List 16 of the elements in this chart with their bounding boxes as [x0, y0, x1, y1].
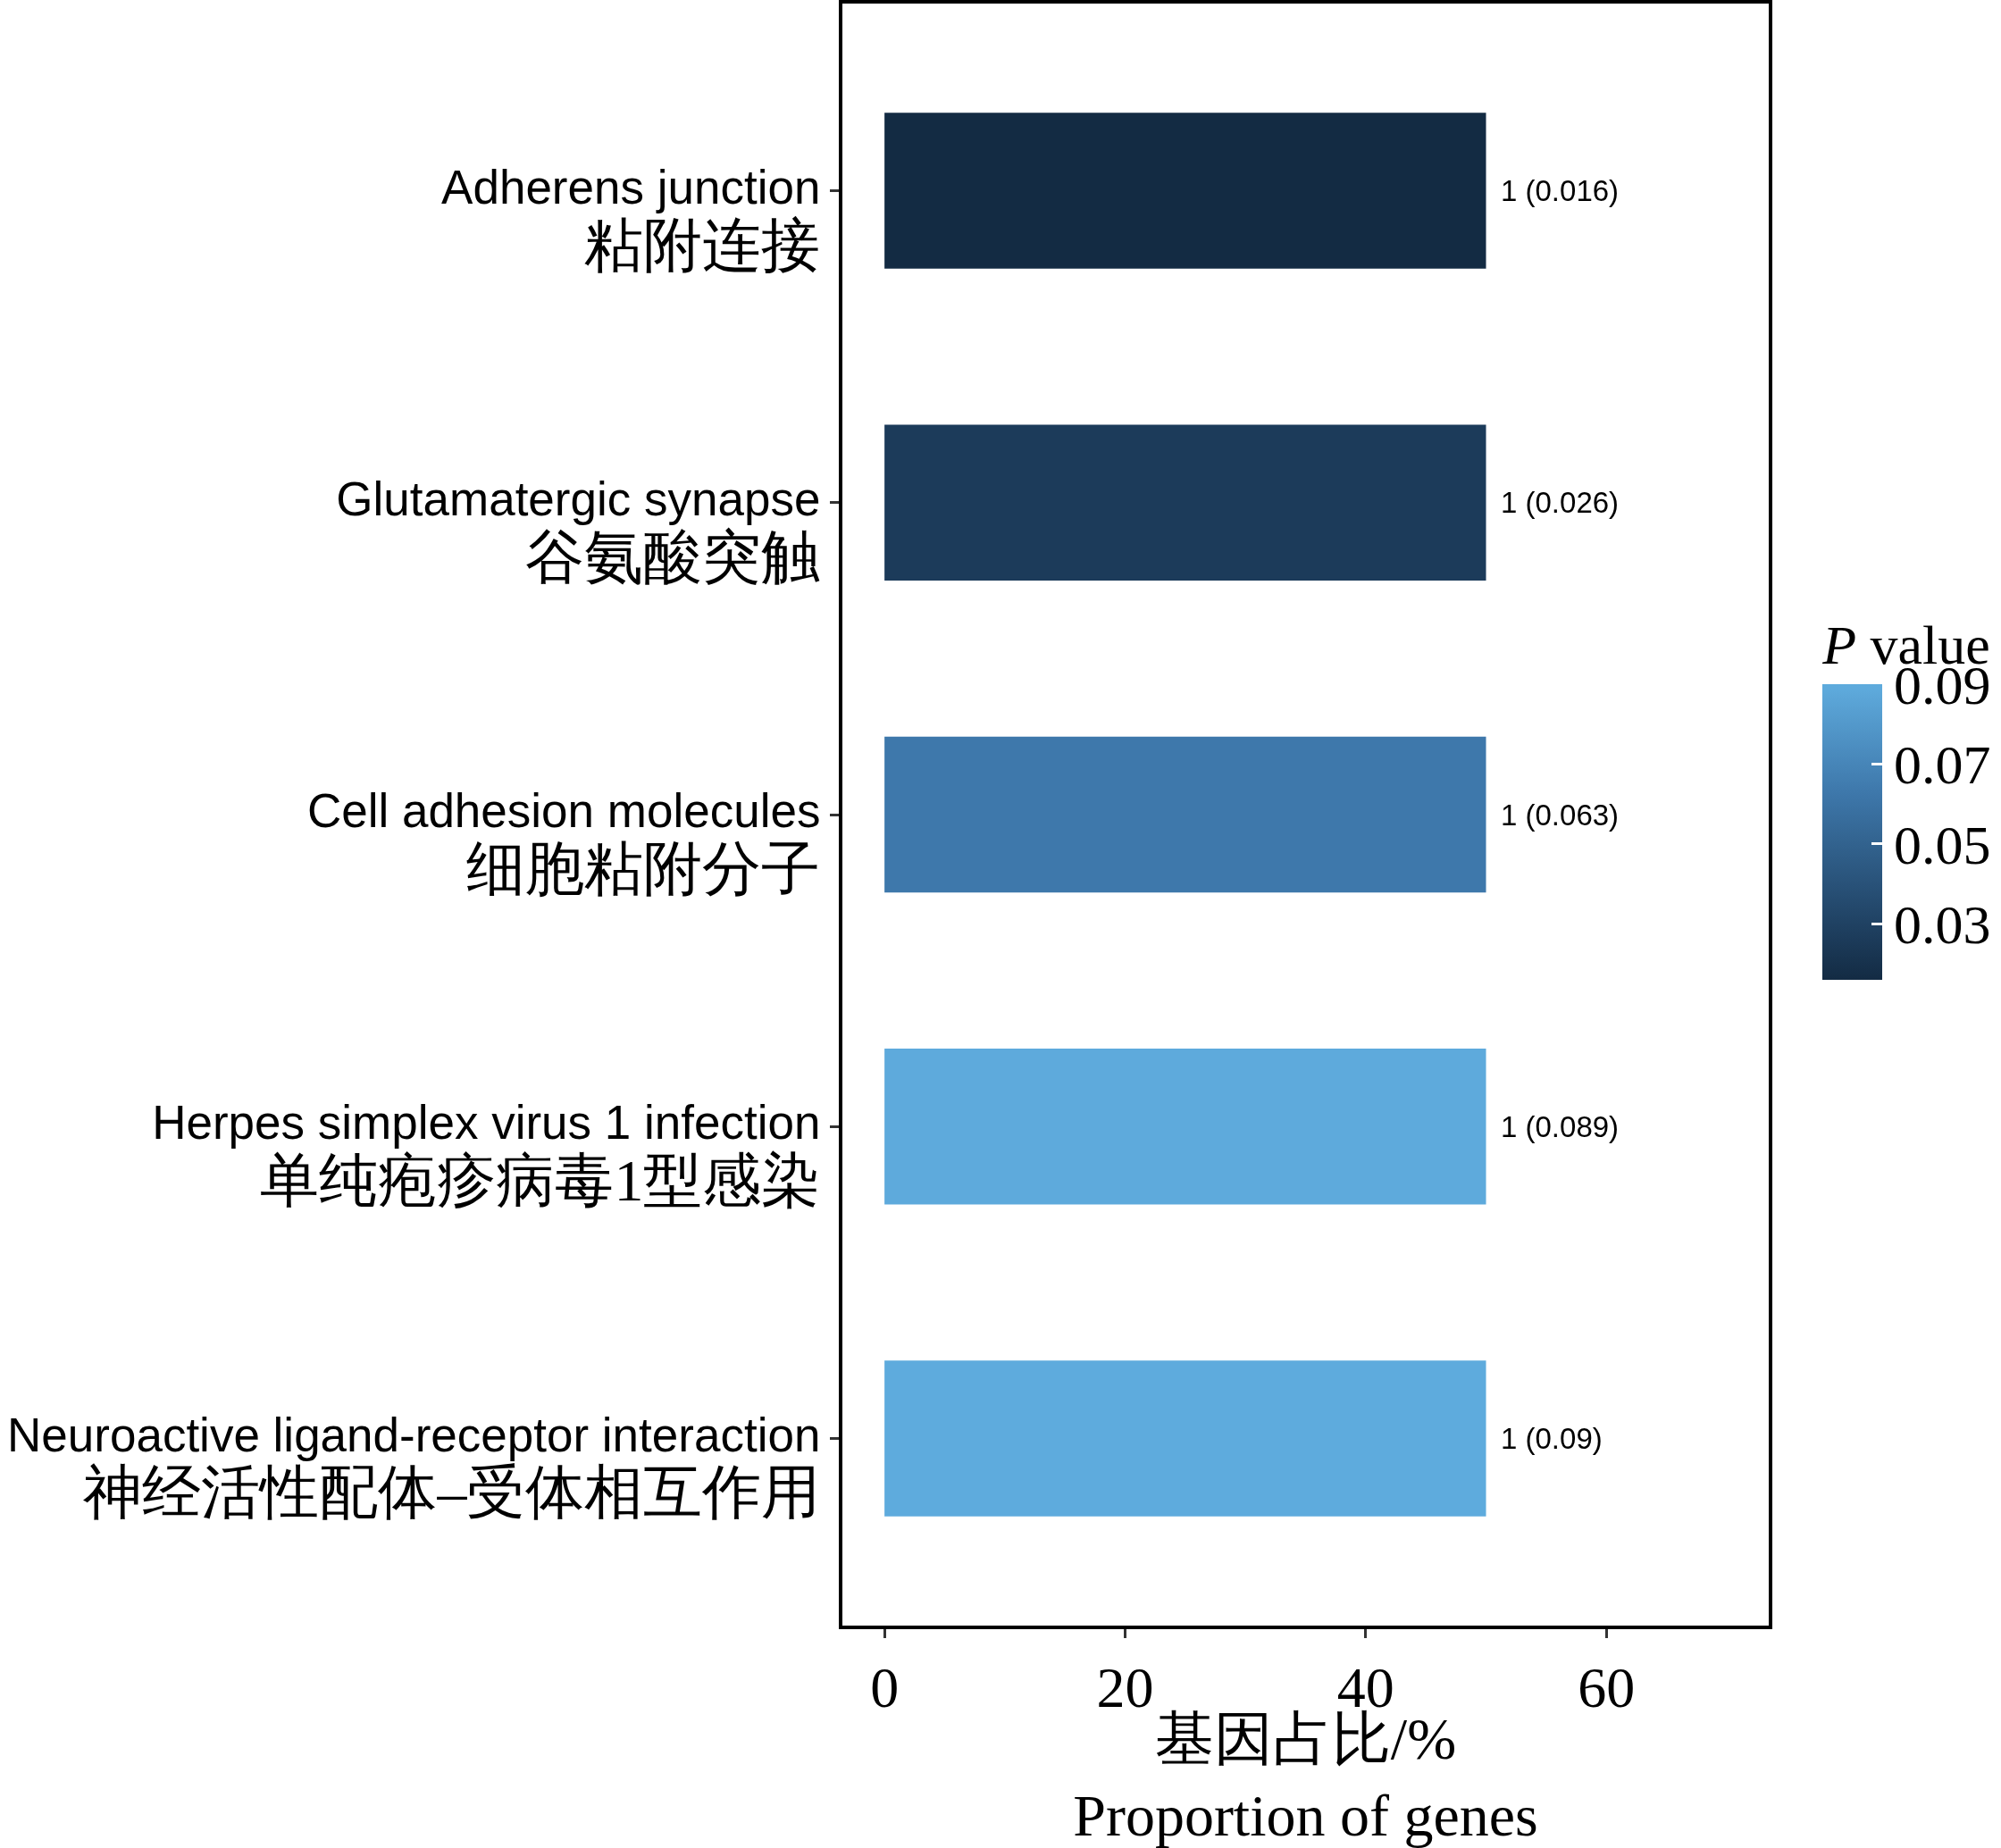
x-tick-label: 60 [1578, 1655, 1636, 1719]
y-tick-label: Glutamatergic synapse 谷氨酸突触 [336, 472, 821, 590]
color-bar-label: 0.07 [1893, 734, 1991, 796]
color-bar-label: 0.03 [1893, 894, 1991, 956]
annotation: 1 (0.09) [1501, 1422, 1603, 1455]
color-bar-label: 0.05 [1893, 814, 1991, 875]
y-tick-label: Cell adhesion molecules 细胞粘附分子 [306, 784, 821, 901]
y-tick-label: Neuroactive ligand-receptor interaction 神经活性配体–受体相互作用 [7, 1408, 821, 1526]
annotation: 1 (0.089) [1501, 1110, 1620, 1143]
y-tick-label: Adherens junction 粘附连接 [441, 160, 821, 278]
annotation: 1 (0.063) [1501, 799, 1620, 832]
annotation: 1 (0.026) [1501, 486, 1620, 519]
x-tick-label: 0 [870, 1655, 900, 1719]
annotation: 1 (0.016) [1501, 174, 1620, 207]
x-tick-label: 20 [1096, 1655, 1154, 1719]
y-tick-label: Herpes simplex virus 1 infection 单纯疱疹病毒1型感染 [152, 1096, 821, 1214]
